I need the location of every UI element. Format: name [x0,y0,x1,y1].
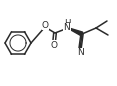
Text: O: O [51,41,57,50]
Text: N: N [64,23,70,32]
Text: N: N [77,48,84,57]
Text: H: H [64,19,70,28]
Text: O: O [42,21,49,30]
Polygon shape [68,28,83,36]
